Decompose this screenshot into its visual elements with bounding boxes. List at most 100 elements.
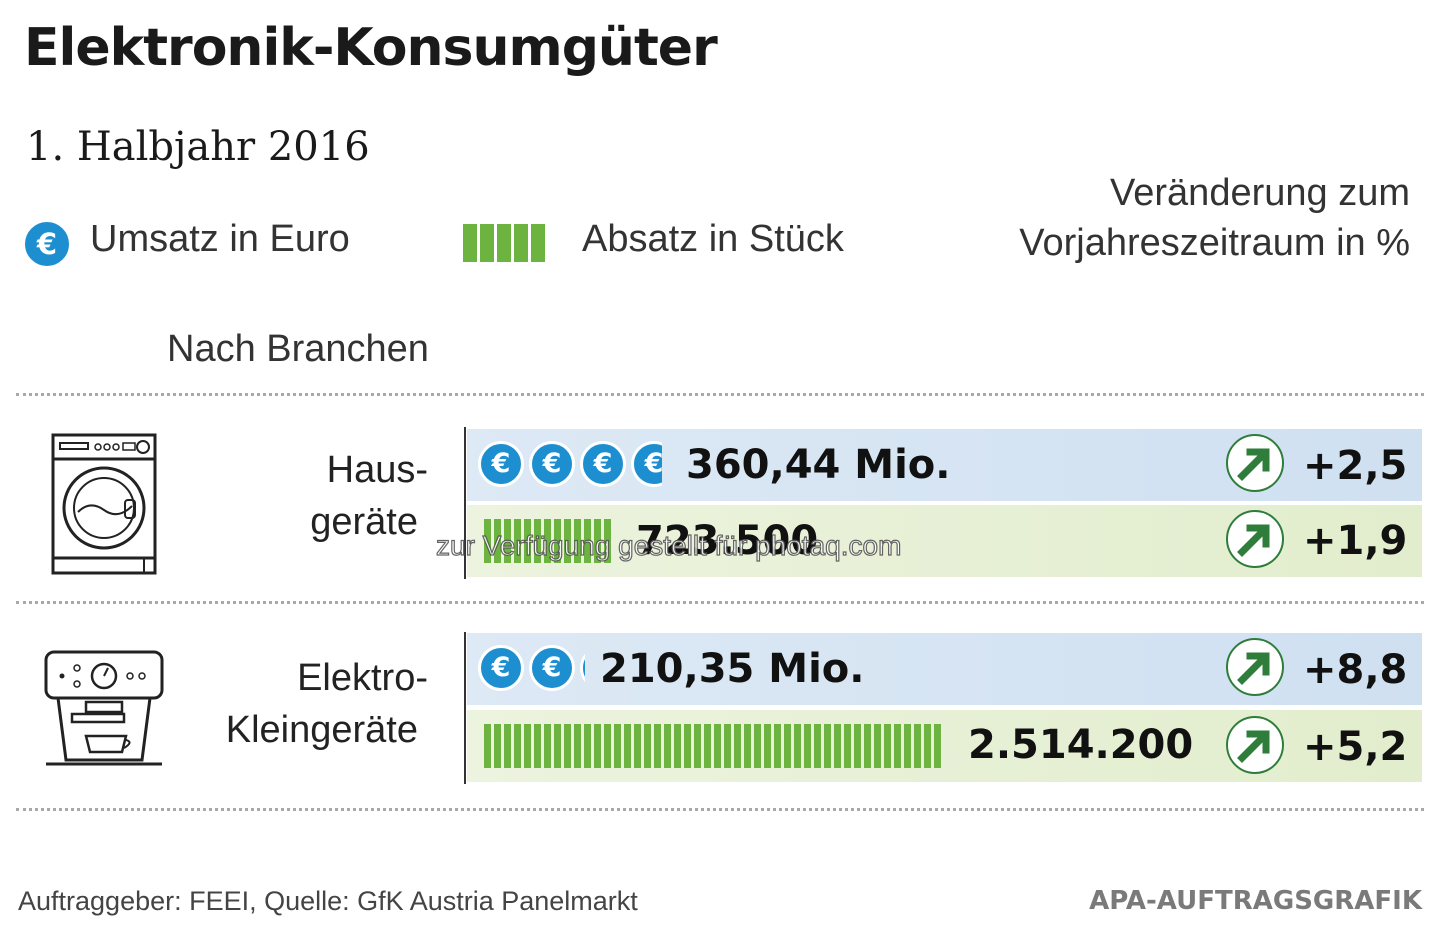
unit-bar: [574, 519, 581, 563]
unit-bar: [734, 724, 741, 768]
washing-machine-icon: [51, 433, 157, 575]
revenue-value-kleingeraete: 210,35 Mio.: [600, 646, 865, 692]
unit-bar: [794, 724, 801, 768]
chart-subtitle: 1. Halbjahr 2016: [26, 124, 370, 170]
row-label-line1: Haus-: [326, 449, 428, 491]
unit-bar: [804, 724, 811, 768]
euro-coin-icon: €: [631, 441, 662, 487]
unit-bar: [684, 724, 691, 768]
euro-coin-icon: €: [580, 441, 626, 487]
unit-bar: [824, 724, 831, 768]
unit-bar: [534, 519, 541, 563]
row-label-hausgeraete: Haus- geräte: [168, 444, 428, 548]
unit-bar: [574, 724, 581, 768]
units-change-hausgeraete: +1,9: [1303, 518, 1408, 564]
chart-title: Elektronik-Konsumgüter: [24, 18, 718, 78]
units-change-kleingeraete: +5,2: [1303, 724, 1408, 770]
unit-bar: [604, 519, 611, 563]
unit-bar: [584, 724, 591, 768]
unit-bar: [594, 519, 601, 563]
unit-bar: [644, 724, 651, 768]
unit-bar: [664, 724, 671, 768]
unit-bar: [784, 724, 791, 768]
credit-label: APA-AUFTRAGSGRAFIK: [1089, 886, 1422, 916]
unit-bar: [624, 724, 631, 768]
units-value-hausgeraete: 723.500: [636, 518, 819, 564]
unit-bar: [934, 724, 941, 768]
revenue-change-kleingeraete: +8,8: [1303, 647, 1408, 693]
units-bars-kleingeraete: [484, 724, 941, 768]
revenue-value-hausgeraete: 360,44 Mio.: [686, 442, 951, 488]
unit-bar: [714, 724, 721, 768]
arrow-up-icon: [1226, 716, 1284, 774]
row-label-line2: geräte: [310, 501, 418, 543]
unit-bar: [634, 724, 641, 768]
units-value-kleingeraete: 2.514.200: [968, 722, 1194, 768]
euro-coin-icon: €: [580, 645, 585, 691]
euro-coin-icon: €: [478, 645, 524, 691]
unit-bar: [904, 724, 911, 768]
unit-bar: [544, 519, 551, 563]
unit-bar: [554, 519, 561, 563]
unit-bar: [874, 724, 881, 768]
row-label-line2: Kleingeräte: [225, 709, 418, 751]
unit-bar: [494, 724, 501, 768]
units-bars-hausgeraete: [484, 519, 611, 563]
change-header-line1: Veränderung zum: [1110, 172, 1410, 214]
unit-bar: [924, 724, 931, 768]
unit-bar: [674, 724, 681, 768]
unit-bar: [774, 724, 781, 768]
unit-bar: [614, 724, 621, 768]
unit-bar: [914, 724, 921, 768]
euro-coin-icon: €: [529, 441, 575, 487]
unit-bar: [564, 519, 571, 563]
unit-bar: [744, 724, 751, 768]
divider-middle: [16, 601, 1424, 604]
unit-bar: [854, 724, 861, 768]
unit-bar: [564, 724, 571, 768]
unit-bar: [754, 724, 761, 768]
divider-top: [16, 393, 1424, 396]
euro-coin-icon: €: [529, 645, 575, 691]
euro-coin-icon: €: [478, 441, 524, 487]
coffee-machine-icon: [44, 650, 164, 766]
row-label-line1: Elektro-: [297, 657, 428, 699]
arrow-up-icon: [1226, 434, 1284, 492]
change-column-header: Veränderung zum Vorjahreszeitraum in %: [1019, 168, 1410, 268]
unit-bar: [544, 724, 551, 768]
row-axis-line: [464, 427, 466, 579]
section-heading: Nach Branchen: [167, 328, 429, 370]
row-label-kleingeraete: Elektro- Kleingeräte: [168, 652, 428, 756]
unit-bar: [894, 724, 901, 768]
unit-bar: [604, 724, 611, 768]
change-header-line2: Vorjahreszeitraum in %: [1019, 222, 1410, 264]
unit-bar: [814, 724, 821, 768]
revenue-coins-kleingeraete: €€€: [478, 644, 585, 692]
unit-bar: [884, 724, 891, 768]
unit-bar: [554, 724, 561, 768]
unit-bar: [504, 724, 511, 768]
source-note: Auftraggeber: FEEI, Quelle: GfK Austria …: [18, 886, 638, 916]
legend-units-label: Absatz in Stück: [582, 218, 844, 260]
unit-bar: [844, 724, 851, 768]
revenue-coins-hausgeraete: € € € €: [478, 440, 662, 488]
row-axis-line: [464, 632, 466, 784]
unit-bar: [594, 724, 601, 768]
unit-bar: [514, 724, 521, 768]
unit-bar: [764, 724, 771, 768]
unit-bar: [484, 519, 491, 563]
unit-bar: [504, 519, 511, 563]
unit-bar: [534, 724, 541, 768]
watermark-text: zur Verfügung gestellt für photaq.com: [435, 529, 902, 561]
unit-bar: [864, 724, 871, 768]
unit-bar: [694, 724, 701, 768]
arrow-up-icon: [1226, 638, 1284, 696]
unit-bar: [704, 724, 711, 768]
arrow-up-icon: [1226, 510, 1284, 568]
unit-bar: [484, 724, 491, 768]
unit-bar: [654, 724, 661, 768]
unit-bar: [494, 519, 501, 563]
unit-bar: [724, 724, 731, 768]
legend-euro-icon: €: [22, 219, 72, 269]
unit-bar: [514, 519, 521, 563]
